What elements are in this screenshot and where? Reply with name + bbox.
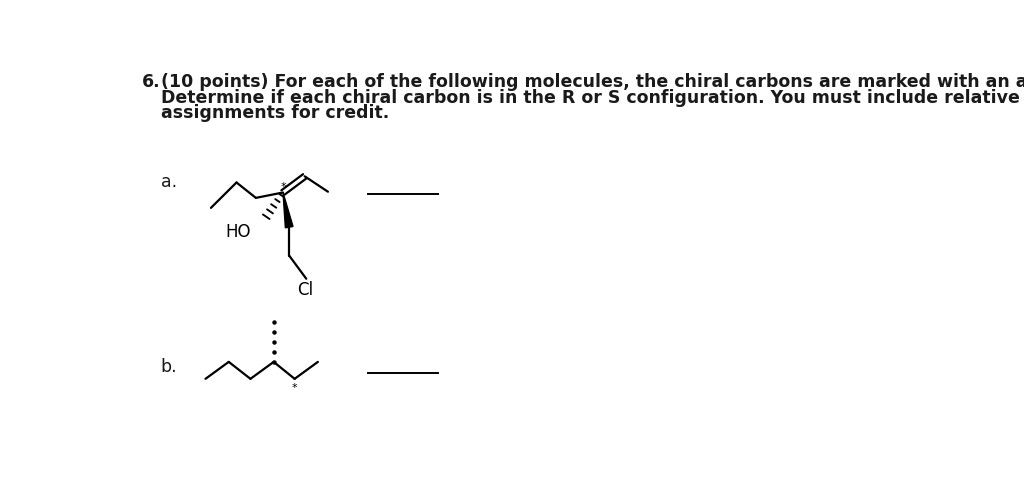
Text: HO: HO bbox=[225, 223, 251, 241]
Polygon shape bbox=[283, 193, 293, 228]
Text: Cl: Cl bbox=[297, 281, 312, 299]
Text: Determine if each chiral carbon is in the R or S configuration. You must include: Determine if each chiral carbon is in th… bbox=[161, 88, 1024, 107]
Text: (10 points) For each of the following molecules, the chiral carbons are marked w: (10 points) For each of the following mo… bbox=[161, 73, 1024, 91]
Text: a.: a. bbox=[161, 173, 177, 191]
Text: *: * bbox=[292, 383, 297, 393]
Text: assignments for credit.: assignments for credit. bbox=[161, 104, 389, 122]
Text: *: * bbox=[281, 182, 286, 192]
Text: 6.: 6. bbox=[142, 73, 161, 91]
Text: b.: b. bbox=[161, 358, 177, 376]
